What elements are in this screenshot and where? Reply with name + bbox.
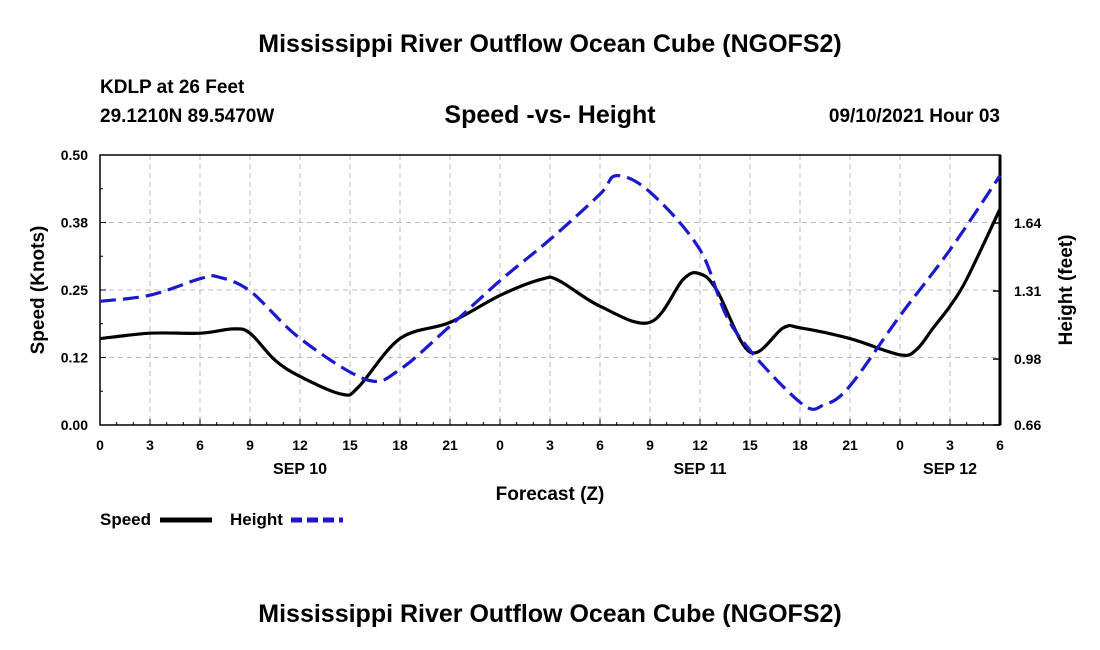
y-left-tick-label-0: 0.00	[61, 417, 88, 433]
grid-lines	[100, 155, 1000, 425]
forecast-datetime: 09/10/2021 Hour 03	[828, 106, 1000, 127]
x-tick-label-11: 9	[646, 437, 654, 453]
x-tick-label-15: 21	[842, 437, 858, 453]
y-right-axis-label: Height (feet)	[1056, 235, 1077, 346]
y-right-tick-label-3: 1.64	[1014, 215, 1041, 231]
bottom-title: Mississippi River Outflow Ocean Cube (NG…	[258, 600, 842, 628]
y-right-tick-label-0: 0.66	[1014, 417, 1041, 433]
x-tick-label-3: 9	[246, 437, 254, 453]
x-tick-label-7: 21	[442, 437, 458, 453]
y-right-tick-label-2: 1.31	[1014, 283, 1041, 299]
series-height-line	[99, 174, 1002, 411]
legend-speed-label: Speed	[100, 510, 151, 529]
x-tick-label-1: 3	[146, 437, 154, 453]
y-left-tick-label-3: 0.38	[61, 215, 88, 231]
top-title: Mississippi River Outflow Ocean Cube (NG…	[258, 30, 842, 58]
date-label-2: SEP 12	[923, 461, 977, 478]
legend-height-label: Height	[230, 510, 283, 529]
x-tick-label-14: 18	[792, 437, 808, 453]
x-tick-label-16: 0	[896, 437, 904, 453]
axis-ticks	[99, 154, 1001, 426]
station-coords: 29.1210N 89.5470W	[100, 106, 275, 127]
station-label: KDLP at 26 Feet	[100, 77, 245, 98]
date-label-0: SEP 10	[273, 461, 327, 478]
x-tick-label-10: 6	[596, 437, 604, 453]
x-tick-label-18: 6	[996, 437, 1004, 453]
series-speed-line	[99, 208, 1002, 397]
x-tick-label-0: 0	[96, 437, 104, 453]
x-tick-label-6: 18	[392, 437, 408, 453]
x-tick-label-2: 6	[196, 437, 204, 453]
x-tick-label-4: 12	[292, 437, 308, 453]
x-tick-label-9: 3	[546, 437, 554, 453]
x-tick-label-5: 15	[342, 437, 358, 453]
tick-labels: 0 3 6 9 12 15 18 21 0 3 6 9 12 15 18 21 0 3 6 SEP 10 SEP 11 S…	[61, 147, 1042, 478]
chart-title: Speed -vs- Height	[444, 101, 656, 129]
x-axis-label: Forecast (Z)	[496, 484, 605, 505]
x-tick-label-12: 12	[692, 437, 708, 453]
y-left-tick-label-4: 0.50	[61, 147, 88, 163]
y-left-tick-label-1: 0.12	[61, 350, 88, 366]
x-tick-label-13: 15	[742, 437, 758, 453]
series-lines	[99, 174, 1002, 411]
y-left-tick-label-2: 0.25	[61, 282, 88, 298]
y-left-axis-label: Speed (Knots)	[28, 226, 49, 355]
x-tick-label-17: 3	[946, 437, 954, 453]
date-label-1: SEP 11	[673, 461, 726, 478]
x-tick-label-8: 0	[496, 437, 504, 453]
y-right-tick-label-1: 0.98	[1014, 351, 1041, 367]
